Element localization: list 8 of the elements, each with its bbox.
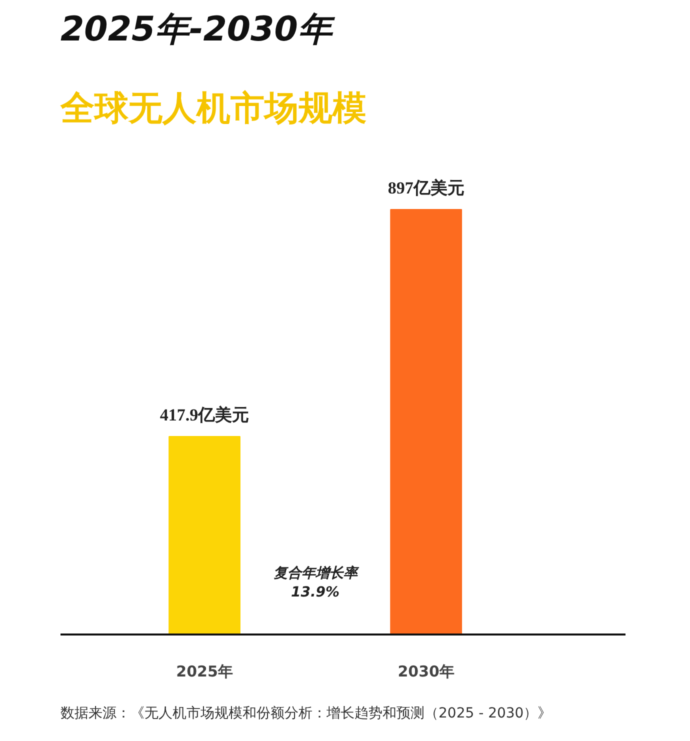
- x-tick-label: 2030年: [398, 662, 454, 680]
- data-label: 897亿美元: [388, 178, 464, 198]
- chart-subtitle: 全球无人机市场规模: [60, 88, 366, 128]
- chart-title: 2025年-2030年: [60, 10, 336, 50]
- data-label: 417.9亿美元: [160, 406, 250, 424]
- source-note: 数据来源：《无人机市场规模和份额分析：增长趋势和预测（2025 - 2030）》: [60, 706, 552, 722]
- x-tick-label: 2025年: [176, 662, 233, 680]
- annotation: 复合年增长率 13.9%: [273, 564, 360, 600]
